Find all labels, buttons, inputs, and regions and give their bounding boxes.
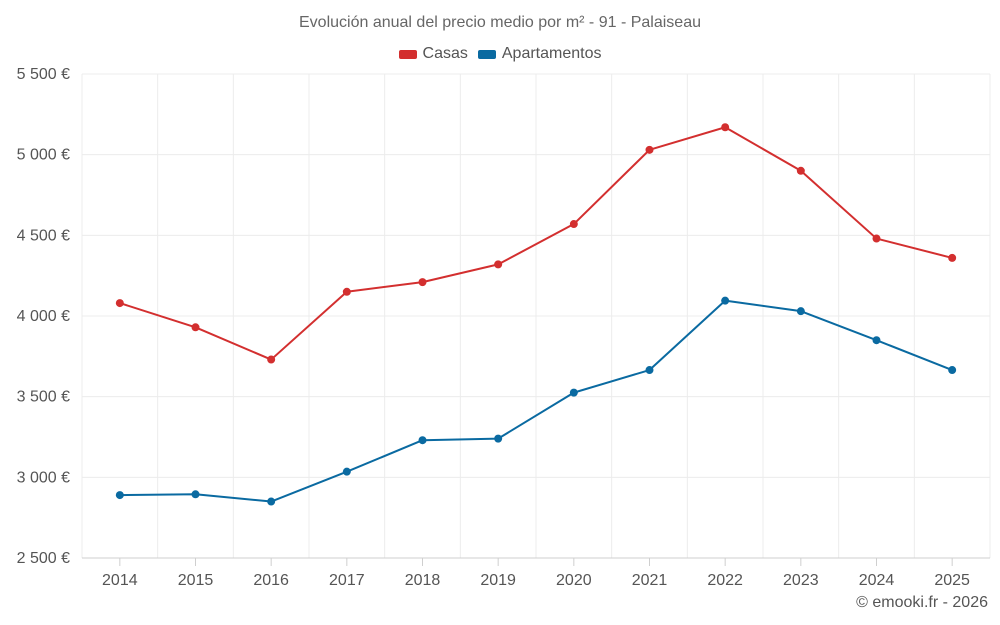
x-tick-label-2018: 2018: [405, 572, 441, 589]
tick-labels: 2 500 € 3 000 € 3 500 € 4 000 € 4 500 € 5 000…: [17, 66, 970, 589]
data-point-casas-2021: [645, 145, 654, 154]
series: [115, 123, 957, 506]
chart-legend: Casas Apartamentos: [0, 45, 1000, 63]
legend-swatch-casas: [398, 49, 417, 59]
x-tick-label-2025: 2025: [934, 572, 970, 589]
x-tick-label-2016: 2016: [253, 572, 289, 589]
data-point-apartamentos-2019: [494, 434, 503, 443]
chart-title: Evolución anual del precio medio por m² …: [299, 14, 701, 31]
x-tick-label-2020: 2020: [556, 572, 592, 589]
x-tick-label-2023: 2023: [783, 572, 819, 589]
data-point-casas-2015: [191, 323, 200, 332]
data-point-casas-2019: [494, 260, 503, 269]
data-point-apartamentos-2018: [418, 436, 427, 445]
y-tick-label-3500: 3 500 €: [17, 389, 70, 406]
y-tick-label-5000: 5 000 €: [17, 147, 70, 164]
x-tick-label-2019: 2019: [480, 572, 516, 589]
series-line-apartamentos: [119, 299, 953, 503]
y-tick-label-3000: 3 000 €: [17, 469, 70, 486]
data-point-apartamentos-2020: [569, 388, 578, 397]
data-point-apartamentos-2022: [721, 296, 730, 305]
legend-item-apartamentos[interactable]: Apartamentos: [477, 45, 602, 63]
legend-swatch-apartamentos: [477, 49, 496, 59]
data-point-apartamentos-2015: [191, 490, 200, 499]
data-point-apartamentos-2016: [267, 497, 276, 506]
data-point-apartamentos-2014: [115, 491, 124, 500]
y-tick-label-4500: 4 500 €: [17, 227, 70, 244]
data-point-apartamentos-2023: [796, 307, 805, 316]
copyright-text: © emooki.fr - 2026: [856, 594, 988, 611]
data-point-apartamentos-2024: [872, 336, 881, 345]
data-point-casas-2022: [721, 123, 730, 132]
data-point-casas-2024: [872, 234, 881, 243]
data-point-casas-2025: [948, 253, 957, 262]
data-point-casas-2016: [267, 355, 276, 364]
data-point-casas-2023: [796, 166, 805, 175]
grid: [81, 73, 991, 558]
y-tick-label-4000: 4 000 €: [17, 308, 70, 325]
x-tick-label-2022: 2022: [707, 572, 743, 589]
legend-label-casas: Casas: [422, 45, 468, 62]
x-tick-label-2024: 2024: [859, 572, 895, 589]
x-tick-label-2021: 2021: [632, 572, 668, 589]
data-point-casas-2018: [418, 278, 427, 287]
x-tick-label-2015: 2015: [178, 572, 214, 589]
legend-label-apartamentos: Apartamentos: [501, 45, 602, 62]
axes: [82, 557, 990, 566]
data-point-casas-2014: [115, 299, 124, 308]
legend-item-casas[interactable]: Casas: [398, 45, 468, 63]
series-line-casas: [119, 126, 953, 361]
y-tick-label-2500: 2 500 €: [17, 550, 70, 567]
x-tick-label-2017: 2017: [329, 572, 365, 589]
y-tick-label-5500: 5 500 €: [17, 66, 70, 83]
data-point-casas-2017: [342, 287, 351, 296]
data-point-apartamentos-2017: [342, 467, 351, 476]
data-point-apartamentos-2021: [645, 366, 654, 375]
data-point-apartamentos-2025: [948, 366, 957, 375]
x-tick-label-2014: 2014: [102, 572, 138, 589]
data-point-casas-2020: [569, 220, 578, 229]
